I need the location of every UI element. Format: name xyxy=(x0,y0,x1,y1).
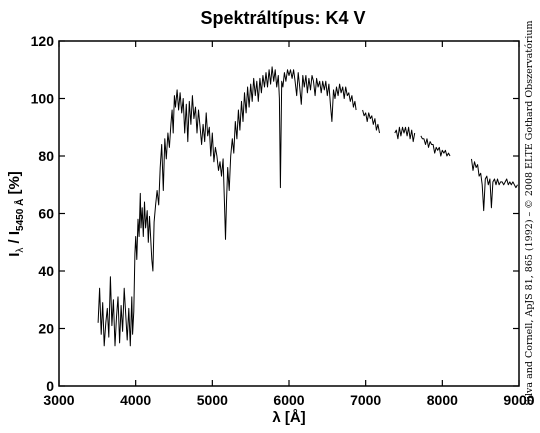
x-tick-label: 6000 xyxy=(273,392,304,408)
x-axis-label: λ [Å] xyxy=(272,409,305,426)
y-tick-label: 0 xyxy=(46,378,54,394)
y-label-lambda-subscript: λ xyxy=(15,248,26,253)
y-tick-label: 20 xyxy=(38,321,54,337)
spectrum-line-segment xyxy=(97,66,357,347)
y-label-unit: [%] xyxy=(6,171,23,199)
x-tick-label: 4000 xyxy=(120,392,151,408)
spectrum-line-segment xyxy=(471,158,518,212)
spectrum-line-segment xyxy=(362,109,380,134)
x-tick-label: 8000 xyxy=(427,392,458,408)
y-tick-label: 60 xyxy=(38,206,54,222)
y-tick-label: 80 xyxy=(38,148,54,164)
chart-title: Spektráltípus: K4 V xyxy=(200,8,365,28)
y-axis-label: Iλ / I5450 Å [%] xyxy=(6,171,26,257)
plot-frame xyxy=(58,40,520,387)
credit-note: Silva and Cornell, ApJS 81, 865 (1992) –… xyxy=(524,20,535,405)
x-tick-label: 7000 xyxy=(350,392,381,408)
y-tick-label: 40 xyxy=(38,263,54,279)
series-spectrum xyxy=(97,66,518,347)
y-label-intensity: I xyxy=(6,253,23,257)
x-tick-label: 5000 xyxy=(197,392,228,408)
plot-area xyxy=(97,66,518,347)
spectrum-line-segment xyxy=(420,135,451,157)
y-tick-label: 100 xyxy=(31,91,55,107)
spectrum-line-segment xyxy=(394,126,416,143)
x-tick-label: 9000 xyxy=(503,392,534,408)
y-axis-ticks: 0 20 40 60 80 100 120 xyxy=(31,33,519,394)
y-label-reference-subscript: 5450 Å xyxy=(13,199,26,231)
y-label-slash: / I xyxy=(6,231,23,248)
y-tick-label: 120 xyxy=(31,33,55,49)
x-axis-ticks: 3000 4000 5000 6000 7000 8000 9000 xyxy=(43,41,535,408)
x-tick-label: 3000 xyxy=(43,392,74,408)
